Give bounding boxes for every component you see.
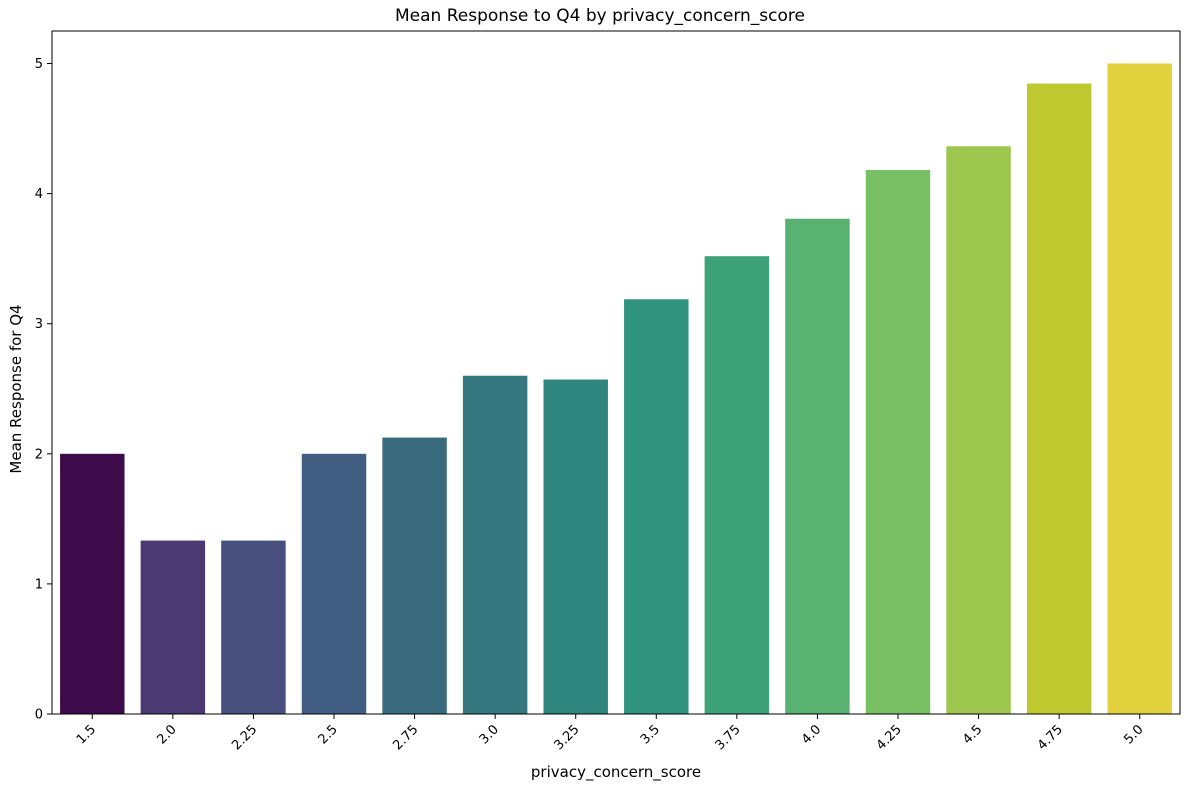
x-tick-label: 3.0 bbox=[477, 722, 502, 747]
x-tick-label: 2.25 bbox=[229, 722, 260, 753]
plot-frame bbox=[51, 30, 1181, 715]
x-axis-label: privacy_concern_score bbox=[531, 763, 701, 782]
axes-layer bbox=[51, 30, 1181, 715]
bar-4.75 bbox=[1026, 83, 1092, 714]
x-tick-label: 3.25 bbox=[551, 722, 582, 753]
y-tick-label: 3 bbox=[35, 317, 43, 332]
bar-3.0 bbox=[462, 375, 528, 714]
bar-4.5 bbox=[946, 146, 1011, 714]
bar-1.5 bbox=[60, 453, 125, 714]
x-tick-label: 3.75 bbox=[713, 722, 744, 753]
bar-3.5 bbox=[624, 299, 689, 714]
y-axis-label: Mean Response for Q4 bbox=[7, 304, 25, 473]
bar-4.0 bbox=[785, 218, 850, 715]
x-tick-label: 2.5 bbox=[316, 722, 341, 747]
x-tick-label: 2.0 bbox=[154, 722, 179, 747]
x-tick-label: 4.75 bbox=[1035, 722, 1066, 753]
x-tick-label: 5.0 bbox=[1121, 722, 1146, 747]
bar-2.5 bbox=[301, 453, 367, 714]
x-tick-label: 4.5 bbox=[960, 722, 985, 747]
x-tick-label: 4.25 bbox=[874, 722, 905, 753]
bar-3.25 bbox=[543, 379, 608, 714]
bar-2.75 bbox=[382, 437, 447, 714]
bars-layer bbox=[60, 63, 1172, 715]
x-tick-label: 2.75 bbox=[390, 722, 421, 753]
bar-3.75 bbox=[704, 256, 770, 714]
chart-title: Mean Response to Q4 by privacy_concern_s… bbox=[395, 6, 805, 26]
x-tick-label: 4.0 bbox=[799, 722, 824, 747]
bar-2.25 bbox=[221, 540, 286, 714]
bar-4.25 bbox=[865, 169, 931, 714]
y-tick-label: 0 bbox=[35, 708, 43, 723]
bar-5.0 bbox=[1107, 63, 1172, 714]
y-tick-label: 4 bbox=[35, 187, 43, 202]
y-tick-label: 5 bbox=[35, 57, 43, 72]
x-tick-label: 3.5 bbox=[638, 722, 663, 747]
y-tick-label: 2 bbox=[35, 447, 43, 462]
x-tick-label: 1.5 bbox=[74, 722, 99, 747]
bar-2.0 bbox=[140, 540, 206, 714]
y-tick-label: 1 bbox=[35, 577, 43, 592]
